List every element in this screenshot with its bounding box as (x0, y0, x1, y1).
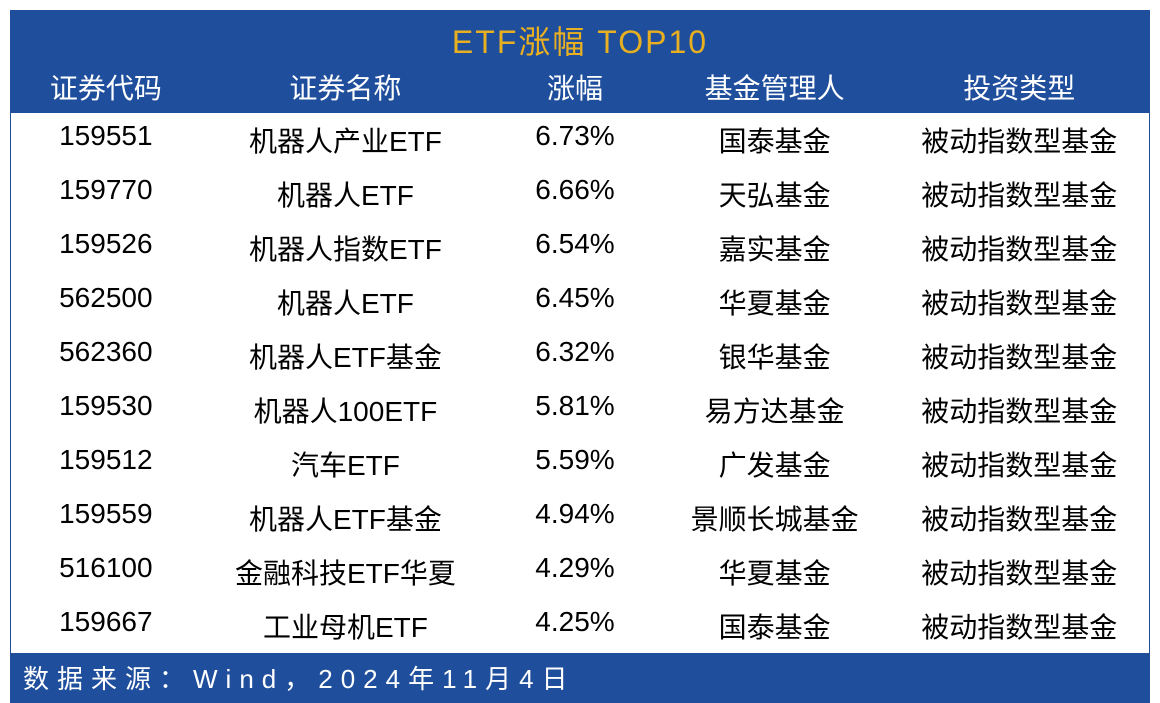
table-row: 159667工业母机ETF4.25%国泰基金被动指数型基金 (11, 599, 1149, 653)
col-header-change: 涨幅 (490, 67, 660, 107)
table-title-row: ETF涨幅 TOP10 (11, 11, 1149, 65)
cell-name: 机器人产业ETF (201, 120, 490, 160)
cell-name: 机器人指数ETF (201, 228, 490, 268)
cell-name: 机器人ETF (201, 282, 490, 322)
cell-code: 516100 (11, 552, 201, 592)
cell-change: 5.81% (490, 390, 660, 430)
table-row: 562500机器人ETF6.45%华夏基金被动指数型基金 (11, 275, 1149, 329)
table-row: 159551机器人产业ETF6.73%国泰基金被动指数型基金 (11, 113, 1149, 167)
cell-type: 被动指数型基金 (889, 552, 1149, 592)
cell-code: 159530 (11, 390, 201, 430)
cell-manager: 嘉实基金 (660, 228, 890, 268)
col-header-type: 投资类型 (889, 67, 1149, 107)
cell-type: 被动指数型基金 (889, 444, 1149, 484)
cell-name: 工业母机ETF (201, 606, 490, 646)
cell-change: 6.54% (490, 228, 660, 268)
table-footer: 数据来源：Wind，2024年11月4日 (11, 653, 1149, 702)
col-header-code: 证券代码 (11, 67, 201, 107)
cell-code: 159551 (11, 120, 201, 160)
cell-name: 金融科技ETF华夏 (201, 552, 490, 592)
cell-code: 159559 (11, 498, 201, 538)
table-row: 159512汽车ETF5.59%广发基金被动指数型基金 (11, 437, 1149, 491)
cell-code: 562500 (11, 282, 201, 322)
cell-change: 6.45% (490, 282, 660, 322)
cell-manager: 国泰基金 (660, 120, 890, 160)
cell-type: 被动指数型基金 (889, 228, 1149, 268)
cell-name: 机器人100ETF (201, 390, 490, 430)
cell-name: 机器人ETF基金 (201, 336, 490, 376)
table-title: ETF涨幅 TOP10 (452, 24, 708, 60)
cell-type: 被动指数型基金 (889, 282, 1149, 322)
cell-manager: 易方达基金 (660, 390, 890, 430)
cell-name: 汽车ETF (201, 444, 490, 484)
cell-change: 6.32% (490, 336, 660, 376)
cell-name: 机器人ETF (201, 174, 490, 214)
etf-table: ETF涨幅 TOP10 证券代码 证券名称 涨幅 基金管理人 投资类型 1595… (10, 10, 1150, 703)
cell-change: 4.94% (490, 498, 660, 538)
cell-code: 159512 (11, 444, 201, 484)
cell-type: 被动指数型基金 (889, 174, 1149, 214)
cell-type: 被动指数型基金 (889, 120, 1149, 160)
cell-change: 6.66% (490, 174, 660, 214)
cell-type: 被动指数型基金 (889, 606, 1149, 646)
cell-manager: 华夏基金 (660, 282, 890, 322)
table-row: 159559机器人ETF基金4.94%景顺长城基金被动指数型基金 (11, 491, 1149, 545)
table-body: 159551机器人产业ETF6.73%国泰基金被动指数型基金159770机器人E… (11, 113, 1149, 653)
cell-code: 562360 (11, 336, 201, 376)
cell-change: 5.59% (490, 444, 660, 484)
cell-change: 4.29% (490, 552, 660, 592)
cell-change: 6.73% (490, 120, 660, 160)
cell-code: 159667 (11, 606, 201, 646)
cell-type: 被动指数型基金 (889, 390, 1149, 430)
table-row: 516100金融科技ETF华夏4.29%华夏基金被动指数型基金 (11, 545, 1149, 599)
table-row: 159770机器人ETF6.66%天弘基金被动指数型基金 (11, 167, 1149, 221)
cell-code: 159770 (11, 174, 201, 214)
table-row: 159530机器人100ETF5.81%易方达基金被动指数型基金 (11, 383, 1149, 437)
table-row: 159526机器人指数ETF6.54%嘉实基金被动指数型基金 (11, 221, 1149, 275)
table-row: 562360机器人ETF基金6.32%银华基金被动指数型基金 (11, 329, 1149, 383)
cell-manager: 国泰基金 (660, 606, 890, 646)
col-header-manager: 基金管理人 (660, 67, 890, 107)
cell-code: 159526 (11, 228, 201, 268)
cell-manager: 广发基金 (660, 444, 890, 484)
cell-type: 被动指数型基金 (889, 498, 1149, 538)
cell-manager: 天弘基金 (660, 174, 890, 214)
table-header-row: 证券代码 证券名称 涨幅 基金管理人 投资类型 (11, 65, 1149, 113)
cell-type: 被动指数型基金 (889, 336, 1149, 376)
cell-manager: 银华基金 (660, 336, 890, 376)
cell-manager: 景顺长城基金 (660, 498, 890, 538)
cell-name: 机器人ETF基金 (201, 498, 490, 538)
cell-change: 4.25% (490, 606, 660, 646)
col-header-name: 证券名称 (201, 67, 490, 107)
cell-manager: 华夏基金 (660, 552, 890, 592)
